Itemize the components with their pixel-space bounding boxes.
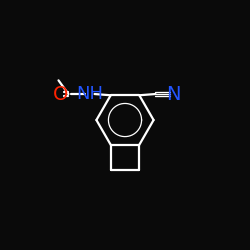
Text: O: O — [53, 84, 68, 103]
Text: NH: NH — [76, 85, 104, 103]
Text: N: N — [166, 84, 180, 103]
